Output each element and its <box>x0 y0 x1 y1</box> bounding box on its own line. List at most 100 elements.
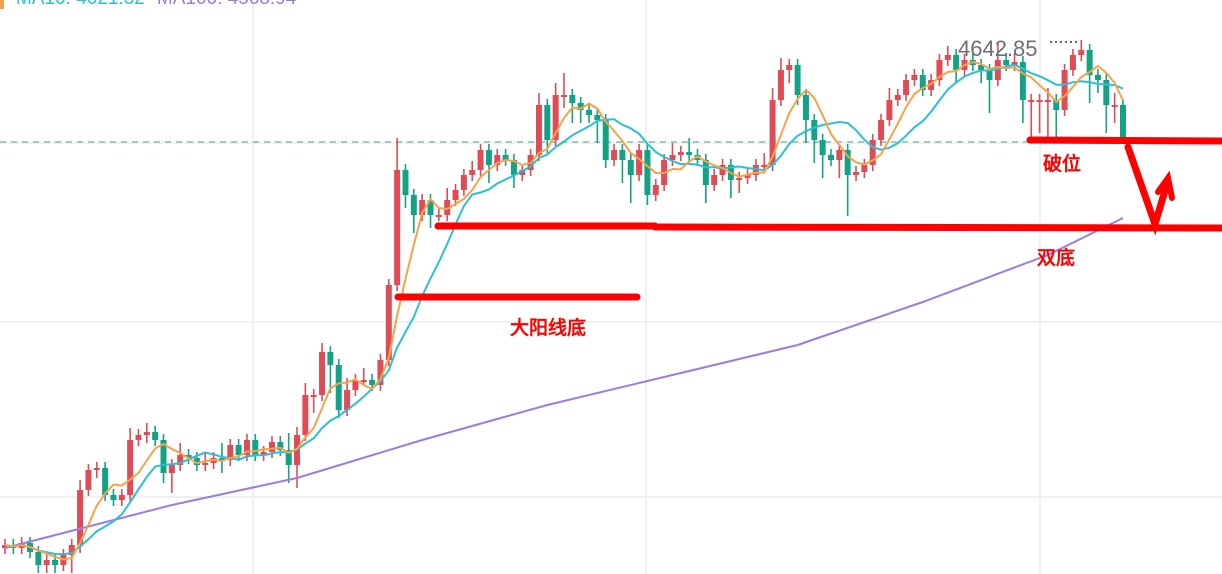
annotations <box>394 136 1222 301</box>
candle-body <box>85 470 92 490</box>
candle-body <box>235 445 242 455</box>
annotation-double-bottom: 双底 <box>1037 247 1076 269</box>
candle-body <box>2 545 8 548</box>
candle-body <box>577 103 584 110</box>
candle-body <box>1111 105 1118 107</box>
projection-arrow <box>1124 143 1171 236</box>
candle-body <box>185 455 192 458</box>
candle-body <box>68 545 75 555</box>
candle-body <box>352 380 359 390</box>
candle-body <box>619 150 626 160</box>
candle-body <box>569 95 576 103</box>
candle-body <box>636 150 643 175</box>
candle-body <box>177 455 184 465</box>
breakdown-line <box>1026 136 1222 145</box>
candle-body <box>419 200 426 215</box>
candle-body <box>35 552 42 565</box>
candle-body <box>819 140 826 155</box>
candle-body <box>836 150 843 160</box>
candle-body <box>444 200 451 215</box>
candle-body <box>143 432 150 435</box>
candle-body <box>761 165 768 167</box>
candle-body <box>427 200 434 215</box>
candle-body <box>268 442 275 452</box>
candle-body <box>769 100 776 165</box>
candle-body <box>1019 62 1026 100</box>
candle-body <box>702 160 709 185</box>
candle-body <box>160 440 167 473</box>
candle-body <box>1003 60 1010 65</box>
candle-body <box>327 352 334 365</box>
ma10-line <box>4 63 1124 556</box>
candle-body <box>611 150 618 160</box>
candle-body <box>1053 100 1060 110</box>
legend: MA10: 4621.32 MA100: 4568.94 <box>0 0 308 10</box>
candle-body <box>43 560 50 565</box>
candle-body <box>402 170 409 195</box>
candle-body <box>953 55 960 70</box>
candle-body <box>936 60 943 80</box>
candle-body <box>277 442 284 450</box>
candle-body <box>894 95 901 100</box>
candle-body <box>1094 75 1101 80</box>
candle-body <box>986 70 993 80</box>
candle-body <box>1103 80 1110 105</box>
candle-body <box>385 285 392 360</box>
candle-body <box>1120 105 1126 137</box>
candle-body <box>260 452 267 455</box>
candle-body <box>110 495 117 500</box>
candle-body <box>594 115 601 120</box>
double-bottom-line <box>651 223 1222 232</box>
candle-body <box>460 175 467 190</box>
candle-body <box>394 170 401 285</box>
candle-body <box>494 155 501 165</box>
candle-body <box>736 178 743 180</box>
candle-body <box>644 150 651 195</box>
candle-body <box>360 380 367 382</box>
legend-ma100: MA100: 4568.94 <box>157 0 296 9</box>
legend-ma5 <box>0 0 4 9</box>
candle-body <box>485 150 492 165</box>
candle-body <box>502 155 509 160</box>
candle-body <box>535 105 542 155</box>
candle-body <box>410 195 417 215</box>
candle-body <box>452 190 459 200</box>
candle-body <box>377 360 384 385</box>
candle-body <box>118 495 125 500</box>
candle-body <box>435 215 442 217</box>
candle-body <box>93 468 100 470</box>
candle-body <box>586 110 593 115</box>
candle-body <box>193 458 200 465</box>
candle-body <box>853 172 860 175</box>
candle-body <box>911 75 918 80</box>
candle-body <box>652 185 659 195</box>
candle-body <box>285 450 292 465</box>
candle-body <box>1078 50 1085 55</box>
candle-body <box>1028 100 1035 102</box>
candle-body <box>202 463 209 465</box>
candle-body <box>686 152 693 155</box>
candle-body <box>677 152 684 155</box>
candle-body <box>510 160 517 175</box>
candle-body <box>802 95 809 120</box>
candle-body <box>127 440 134 495</box>
candle-body <box>1044 100 1051 102</box>
candle-body <box>561 95 567 97</box>
candle-body <box>1061 70 1068 110</box>
candle-body <box>168 465 175 473</box>
candle-body <box>903 80 910 95</box>
candle-body <box>602 120 609 160</box>
candle-body <box>811 120 818 140</box>
candle-body <box>319 352 326 395</box>
candle-body <box>544 105 551 140</box>
candle-body <box>1086 50 1093 75</box>
annotation-big-candle-bottom: 大阳线底 <box>510 317 587 339</box>
candle-body <box>827 155 834 160</box>
candle-body <box>552 95 559 140</box>
candle-body <box>218 458 225 460</box>
candle-body <box>252 440 259 455</box>
candle-body <box>1036 100 1043 102</box>
candle-body <box>477 150 484 170</box>
candle-body <box>844 150 851 175</box>
